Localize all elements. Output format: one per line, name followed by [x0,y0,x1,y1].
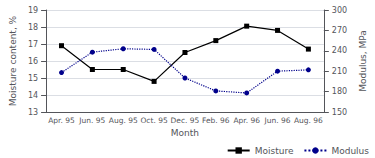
svg-text:Apr. 96: Apr. 96 [233,116,260,125]
svg-text:Jun. 95: Jun. 95 [78,116,105,125]
svg-text:240: 240 [332,46,347,55]
svg-text:Aug. 96: Aug. 96 [294,116,323,125]
svg-text:180: 180 [332,87,347,96]
svg-text:15: 15 [28,74,38,83]
svg-text:Oct. 95: Oct. 95 [140,116,168,125]
svg-text:19: 19 [28,6,38,15]
svg-text:18: 18 [28,23,38,32]
svg-text:Aug. 95: Aug. 95 [109,116,138,125]
svg-text:Apr. 95: Apr. 95 [48,116,75,125]
svg-text:16: 16 [28,57,38,66]
svg-text:150: 150 [332,108,347,117]
svg-text:14: 14 [28,91,38,100]
svg-text:Moisture content, %: Moisture content, % [8,15,18,106]
svg-text:Modulus: Modulus [331,146,369,156]
svg-text:Month: Month [171,128,199,138]
svg-text:13: 13 [28,108,38,117]
svg-text:210: 210 [332,67,347,76]
svg-text:17: 17 [28,40,38,49]
svg-text:Dec. 95: Dec. 95 [171,116,200,125]
svg-text:Moisture: Moisture [255,146,294,156]
svg-text:270: 270 [332,26,347,35]
svg-text:Jun. 96: Jun. 96 [264,116,291,125]
svg-text:Modulus, MPa: Modulus, MPa [358,30,368,92]
svg-text:Feb. 96: Feb. 96 [202,116,230,125]
svg-text:300: 300 [332,6,347,15]
